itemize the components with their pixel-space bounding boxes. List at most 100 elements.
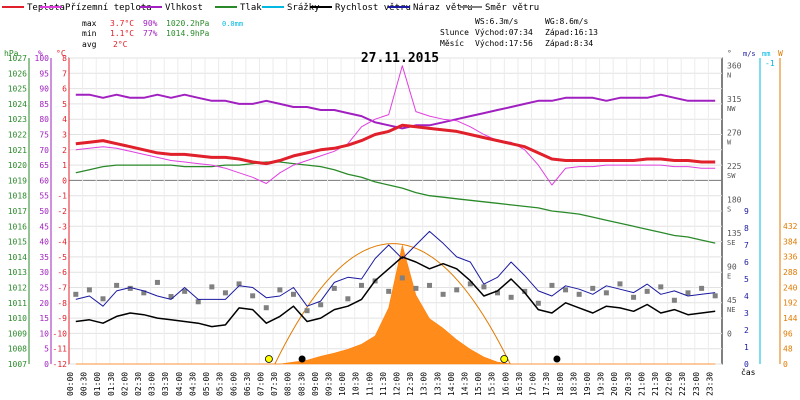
sunrise-marker xyxy=(264,355,273,363)
tick-label-percent: 25 xyxy=(39,284,49,293)
tick-label-hpa: 1026 xyxy=(8,69,27,78)
tick-label-x: 16:30 xyxy=(515,372,524,396)
tick-label-x: 03:00 xyxy=(148,372,157,396)
tick-label-hpa: 1021 xyxy=(8,146,27,155)
tick-label-x: 04:00 xyxy=(175,372,184,396)
series-direction-point xyxy=(658,284,664,290)
series-direction-point xyxy=(685,290,691,296)
tick-label-percent: 90 xyxy=(39,85,49,94)
tick-label-ms: 2 xyxy=(744,326,749,335)
info-moonset: Západ:8:34 xyxy=(545,39,593,48)
tick-label-x: 10:30 xyxy=(352,372,361,396)
series-sun-area xyxy=(75,245,716,365)
series-pressure-line xyxy=(75,161,716,244)
tick-label-hpa: 1024 xyxy=(8,100,27,109)
tick-label-mm: -1 xyxy=(765,59,775,68)
axis-unit-percent: % xyxy=(38,49,43,58)
tick-label-temp: 8 xyxy=(62,54,67,63)
tick-label-compass: N xyxy=(727,72,731,80)
tick-label-x: 09:00 xyxy=(311,372,320,396)
tick-label-temp: -3 xyxy=(57,222,67,231)
tick-label-percent: 0 xyxy=(44,360,49,369)
series-direction-point xyxy=(168,294,174,300)
stat-max-temp: 3.7°C xyxy=(110,19,134,28)
tick-label-x: 17:30 xyxy=(542,372,551,396)
series-direction-point xyxy=(454,287,460,293)
tick-label-hpa: 1018 xyxy=(8,192,27,201)
tick-label-percent: 5 xyxy=(44,345,49,354)
series-direction-point xyxy=(427,282,433,288)
x-axis-label: čas xyxy=(741,367,756,377)
tick-label-x: 09:30 xyxy=(324,372,333,396)
info-moonrise: Východ:17:56 xyxy=(475,39,533,48)
tick-label-x: 13:30 xyxy=(433,372,442,396)
tick-label-temp: 1 xyxy=(62,161,67,170)
tick-label-x: 06:30 xyxy=(243,372,252,396)
tick-label-hpa: 1020 xyxy=(8,161,27,170)
series-direction-point xyxy=(236,281,242,287)
series-direction-point xyxy=(73,291,79,297)
tick-label-temp: -9 xyxy=(57,314,67,323)
tick-label-temp: -8 xyxy=(57,299,67,308)
info-sunset: Západ:16:13 xyxy=(545,28,598,37)
stat-max-rain: 0.0mm xyxy=(222,20,243,28)
series-direction-point xyxy=(345,296,351,302)
legend-label-5: Rychlost větru xyxy=(335,3,411,13)
tick-label-x: 06:00 xyxy=(229,372,238,396)
tick-label-compass: S xyxy=(727,206,731,214)
tick-label-direction: 90 xyxy=(727,263,737,272)
tick-label-temp: 6 xyxy=(62,85,67,94)
tick-label-x: 21:30 xyxy=(651,372,660,396)
tick-label-temp: 5 xyxy=(62,100,67,109)
series-direction-point xyxy=(318,302,324,308)
series-direction-point xyxy=(576,291,582,297)
tick-label-x: 20:30 xyxy=(624,372,633,396)
tick-label-compass: SE xyxy=(727,239,735,247)
tick-label-x: 18:30 xyxy=(569,372,578,396)
tick-label-hpa: 1016 xyxy=(8,222,27,231)
series-direction-point xyxy=(141,290,147,296)
tick-label-x: 23:30 xyxy=(705,372,714,396)
tick-label-temp: -12 xyxy=(53,360,68,369)
series-direction-point xyxy=(590,285,596,291)
tick-label-w: 240 xyxy=(783,283,798,292)
info-wg: WG:8.6m/s xyxy=(545,17,589,26)
tick-label-compass: NW xyxy=(727,105,736,113)
tick-label-temp: 2 xyxy=(62,146,67,155)
tick-label-x: 00:30 xyxy=(80,372,89,396)
tick-label-x: 02:30 xyxy=(134,372,143,396)
series-direction-point xyxy=(263,305,269,311)
tick-label-percent: 60 xyxy=(39,176,49,185)
tick-label-x: 08:00 xyxy=(284,372,293,396)
info-moon-label: Měsíc xyxy=(440,39,464,48)
tick-label-hpa: 1019 xyxy=(8,176,27,185)
tick-label-w: 144 xyxy=(783,314,798,323)
axis-unit-mm: mm xyxy=(762,50,770,58)
tick-label-hpa: 1023 xyxy=(8,115,27,124)
tick-label-hpa: 1009 xyxy=(8,329,27,338)
tick-label-x: 07:00 xyxy=(256,372,265,396)
series-direction-point xyxy=(603,290,609,296)
tick-label-percent: 45 xyxy=(39,222,49,231)
tick-label-hpa: 1014 xyxy=(8,253,27,262)
tick-label-direction: 225 xyxy=(727,162,742,171)
tick-label-ms: 0 xyxy=(744,360,749,369)
legend-label-4: Srážky xyxy=(287,3,320,13)
tick-label-ms: 8 xyxy=(744,224,749,233)
series-direction-point xyxy=(209,284,215,290)
series-direction-point xyxy=(331,285,337,291)
series-wind-speed-line xyxy=(75,256,716,328)
tick-label-temp: -5 xyxy=(57,253,67,262)
series-direction-point xyxy=(86,287,92,293)
stat-max-hum: 90% xyxy=(143,19,158,28)
stat-max-press: 1020.2hPa xyxy=(166,19,210,28)
tick-label-percent: 100 xyxy=(35,54,50,63)
tick-label-x: 17:00 xyxy=(529,372,538,396)
axis-unit-ms: m/s xyxy=(743,50,756,58)
stat-max-label: max xyxy=(82,19,97,28)
plot-area xyxy=(73,65,718,365)
tick-label-x: 15:00 xyxy=(474,372,483,396)
tick-label-w: 192 xyxy=(783,299,798,308)
series-direction-point xyxy=(467,281,473,287)
series-direction-point xyxy=(522,288,528,294)
